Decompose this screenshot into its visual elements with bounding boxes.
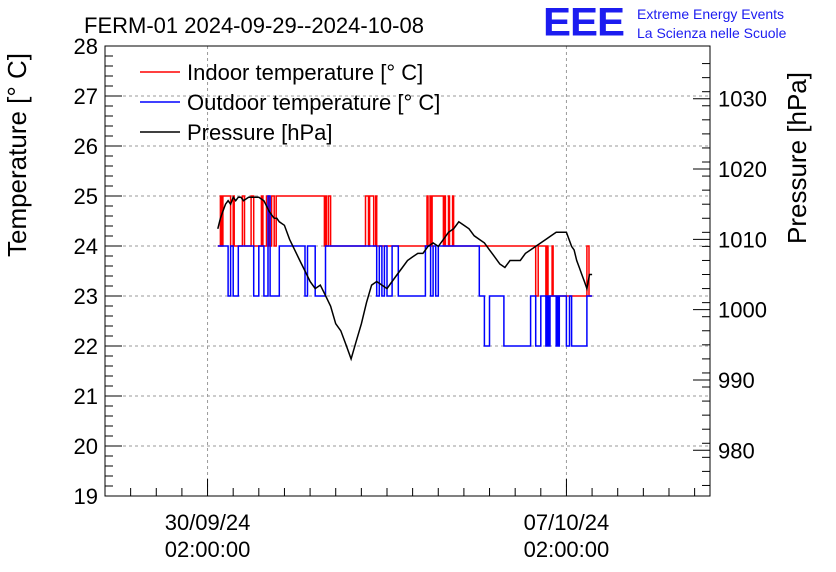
right-axis: 980 990 1000 1010 1020 1030 — [693, 63, 767, 486]
series-outdoor-temperature — [217, 195, 593, 347]
left-tick-label: 20 — [74, 434, 98, 459]
left-tick-label: 25 — [74, 184, 98, 209]
x-tick-label-time: 02:00:00 — [165, 537, 251, 562]
logo-line-2: La Scienza nelle Scuole — [637, 25, 787, 41]
right-tick-label: 980 — [718, 438, 755, 463]
eee-logo-mark: EEE — [543, 0, 625, 44]
legend-label-indoor: Indoor temperature [° C] — [187, 60, 423, 85]
plot-series — [217, 195, 593, 362]
left-tick-label: 22 — [74, 334, 98, 359]
legend-label-outdoor: Outdoor temperature [° C] — [187, 90, 440, 115]
legend-label-pressure: Pressure [hPa] — [187, 120, 333, 145]
left-tick-label: 24 — [74, 234, 98, 259]
series-pressure — [217, 195, 593, 362]
right-tick-label: 990 — [718, 368, 755, 393]
logo-line-1: Extreme Energy Events — [637, 6, 785, 22]
legend: Indoor temperature [° C] Outdoor tempera… — [140, 60, 440, 145]
left-tick-label: 26 — [74, 134, 98, 159]
right-tick-label: 1000 — [718, 298, 767, 323]
left-tick-label: 28 — [74, 34, 98, 59]
left-tick-label: 19 — [74, 484, 98, 509]
x-tick-label-date: 30/09/24 — [165, 510, 251, 535]
eee-logo-text: Extreme Energy Events La Scienza nelle S… — [637, 5, 786, 43]
left-tick-label: 21 — [74, 384, 98, 409]
x-tick-label-time: 02:00:00 — [524, 537, 610, 562]
left-axis: 19 20 21 22 23 24 25 26 27 28 — [74, 34, 122, 509]
x-tick-label-date: 07/10/24 — [524, 510, 610, 535]
plot-frame — [104, 45, 711, 497]
right-tick-label: 1010 — [718, 227, 767, 252]
right-tick-label: 1030 — [718, 87, 767, 112]
right-tick-label: 1020 — [718, 157, 767, 182]
chart-title: FERM-01 2024-09-29--2024-10-08 — [84, 13, 424, 38]
left-tick-label: 27 — [74, 84, 98, 109]
left-axis-label: Temperature [° C] — [2, 53, 32, 257]
eee-logo: EEE Extreme Energy Events La Scienza nel… — [543, 0, 833, 45]
left-tick-label: 23 — [74, 284, 98, 309]
right-axis-label: Pressure [hPa] — [782, 72, 812, 244]
